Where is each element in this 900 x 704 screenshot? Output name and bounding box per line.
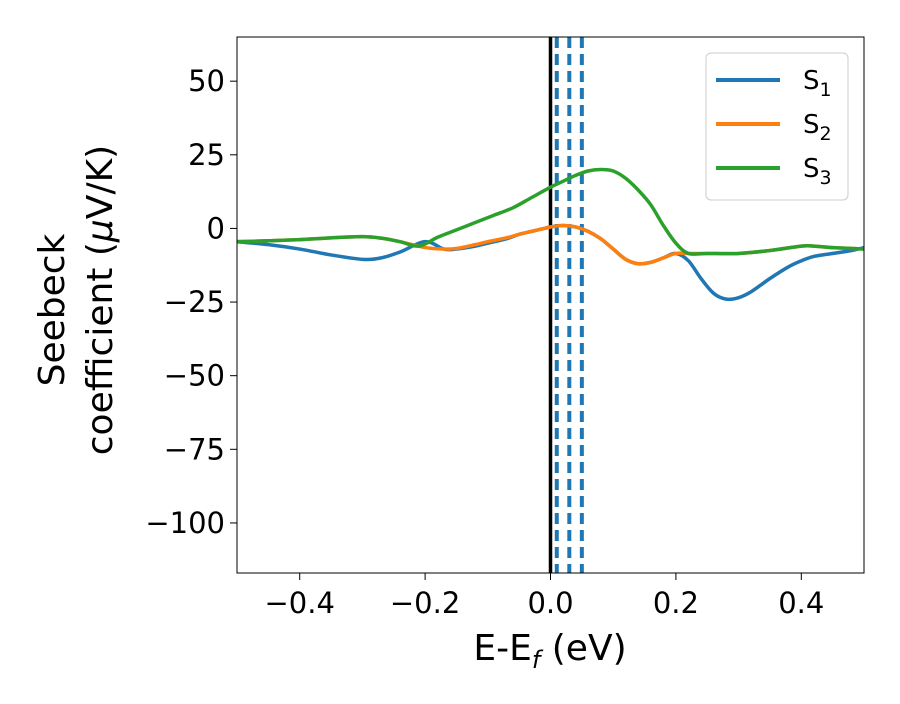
- x-tick-label: 0.4: [778, 586, 824, 620]
- x-tick-label: 0.0: [527, 586, 573, 620]
- legend-label-s1: S1: [803, 66, 832, 101]
- legend-frame: [705, 52, 849, 201]
- x-tick-label: 0.2: [653, 586, 699, 620]
- y-tick-label: −50: [164, 359, 225, 393]
- y-tick-label: 0: [207, 211, 225, 245]
- y-tick-label: −75: [164, 432, 225, 466]
- y-tick-label: −25: [164, 285, 225, 319]
- y-axis-title-line2: coefficient (μV/K): [80, 145, 121, 455]
- series-line-s3: [237, 167, 864, 256]
- y-tick-label: −100: [145, 506, 225, 540]
- x-axis-title: E-Ef (eV): [473, 628, 626, 674]
- y-axis-ticks: 50 25 0 −25 −50 −75 −100: [145, 64, 237, 540]
- legend: S1 S2 S3: [705, 52, 849, 201]
- legend-label-s3: S3: [803, 154, 832, 189]
- x-axis-ticks: −0.4 −0.2 0.0 0.2 0.4: [264, 573, 824, 620]
- legend-label-s2: S2: [803, 110, 832, 145]
- x-tick-label: −0.2: [390, 586, 460, 620]
- x-tick-label: −0.4: [264, 586, 334, 620]
- vertical-line-layer: [548, 37, 584, 573]
- y-axis-title-line1: Seebeck: [32, 233, 73, 386]
- series-layer: [237, 167, 864, 302]
- y-tick-label: 25: [188, 138, 225, 172]
- y-tick-label: 50: [188, 64, 225, 98]
